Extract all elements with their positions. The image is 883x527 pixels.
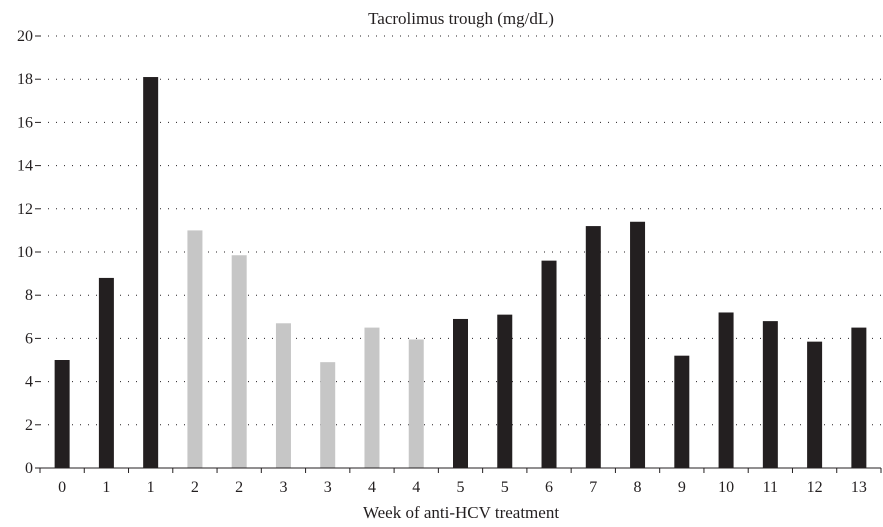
bar — [54, 360, 70, 468]
y-tick-label: 14 — [17, 158, 33, 175]
x-tick-label: 13 — [851, 479, 867, 496]
y-tick-label: 2 — [25, 417, 33, 434]
bar — [497, 314, 513, 468]
x-tick-label: 0 — [58, 479, 66, 496]
x-tick-label: 8 — [634, 479, 642, 496]
x-tick-label: 1 — [147, 479, 155, 496]
x-tick-label: 5 — [457, 479, 465, 496]
bar — [718, 312, 734, 468]
x-axis-ticks: 0 1 1 2 2 3 3 4 4 5 5 6 7 8 9 10 11 12 13 — [39, 468, 882, 496]
x-tick-label: 4 — [368, 479, 376, 496]
bar — [364, 327, 380, 468]
x-tick-label: 3 — [279, 479, 287, 496]
y-tick-label: 12 — [17, 201, 33, 218]
bar — [807, 341, 823, 468]
bar — [275, 323, 291, 468]
x-tick-label: 2 — [191, 479, 199, 496]
y-axis-ticks: 0 2 4 6 8 10 12 14 16 18 20 — [17, 28, 40, 477]
x-tick-label: 7 — [589, 479, 597, 496]
x-tick-label: 3 — [324, 479, 332, 496]
y-tick-label: 8 — [25, 287, 33, 304]
x-axis-label: Week of anti-HCV treatment — [363, 503, 559, 522]
bar — [187, 230, 203, 468]
x-tick-label: 5 — [501, 479, 509, 496]
y-tick-label: 18 — [17, 71, 33, 88]
x-tick-label: 2 — [235, 479, 243, 496]
y-tick-label: 0 — [25, 460, 33, 477]
x-tick-label: 12 — [807, 479, 823, 496]
bar — [320, 362, 336, 468]
bar — [541, 260, 557, 468]
y-tick-label: 6 — [25, 330, 33, 347]
x-tick-label: 10 — [718, 479, 734, 496]
y-tick-label: 20 — [17, 28, 33, 45]
bar — [762, 321, 778, 468]
bar — [851, 327, 867, 468]
bar — [408, 339, 424, 468]
y-tick-label: 10 — [17, 244, 33, 261]
x-tick-label: 6 — [545, 479, 553, 496]
bar — [98, 277, 114, 468]
bar — [143, 77, 159, 468]
bar — [674, 355, 690, 468]
x-tick-label: 1 — [102, 479, 110, 496]
chart-title: Tacrolimus trough (mg/dL) — [368, 9, 554, 28]
x-tick-label: 11 — [763, 479, 778, 496]
y-tick-label: 16 — [17, 114, 33, 131]
bar — [231, 255, 247, 468]
bar — [585, 226, 601, 468]
bars — [54, 77, 867, 468]
y-tick-label: 4 — [25, 374, 33, 391]
x-tick-label: 9 — [678, 479, 686, 496]
bar — [453, 318, 468, 468]
bar — [630, 221, 646, 468]
x-tick-label: 4 — [412, 479, 420, 496]
